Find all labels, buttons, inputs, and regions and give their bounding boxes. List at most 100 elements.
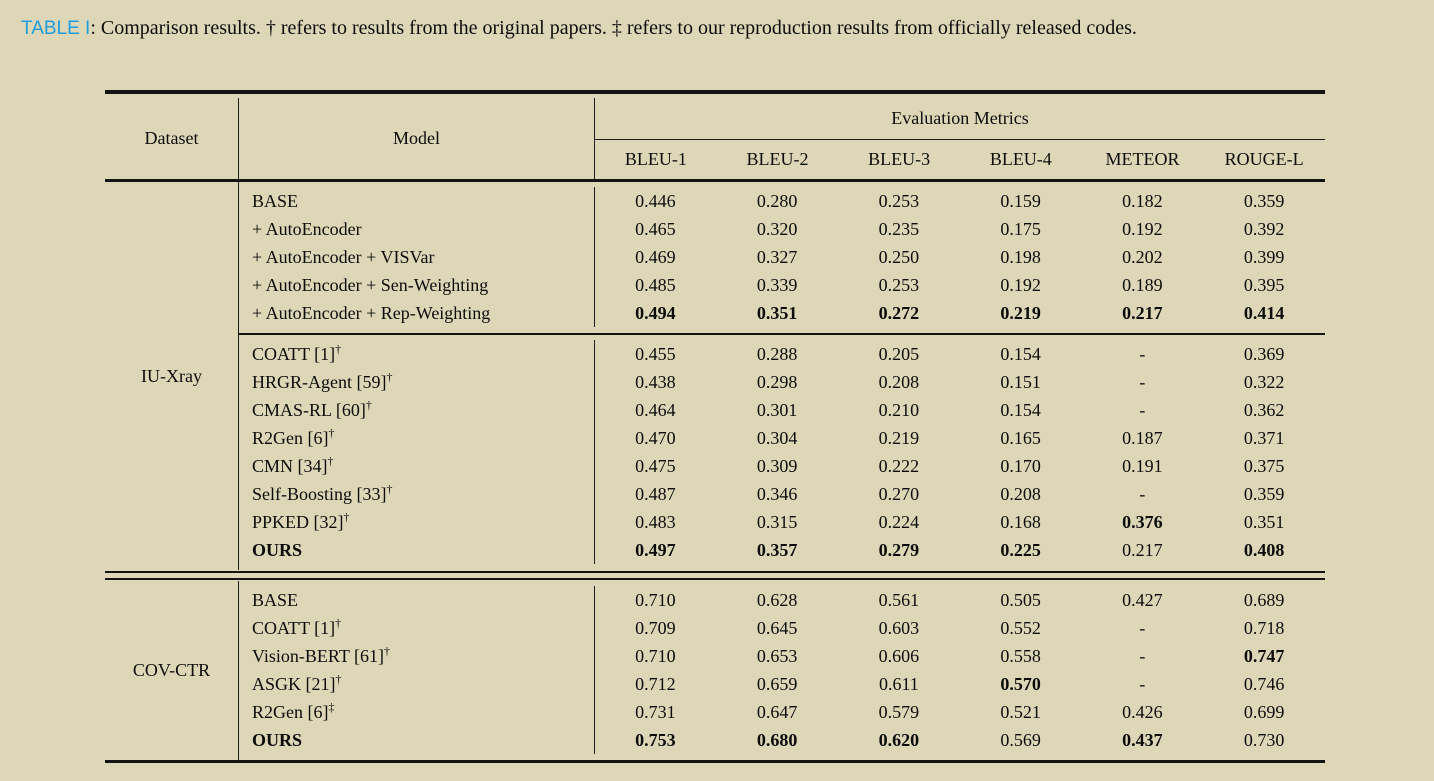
model-block: BASE 0.446 0.280 0.253 0.159 0.182 0.359 + Auto… (239, 182, 1325, 333)
column-header-dataset: Dataset (144, 128, 199, 148)
model-name-cell: OURS (239, 536, 595, 564)
table-row: CMN [34]† 0.475 0.309 0.222 0.170 0.191 0.375 (239, 452, 1325, 480)
metric-value-cell: 0.339 (756, 275, 798, 295)
metric-value-cell: 0.395 (1243, 275, 1285, 295)
metric-value-cell: 0.710 (635, 646, 676, 666)
metric-value-cell: 0.376 (1122, 512, 1163, 532)
metric-value-cell: 0.189 (1122, 275, 1163, 295)
metric-value-cell: 0.647 (756, 702, 798, 722)
metric-value-cell: 0.620 (878, 730, 920, 750)
metric-value-cell: 0.746 (1243, 674, 1285, 694)
table-row: OURS 0.497 0.357 0.279 0.225 0.217 0.408 (239, 536, 1325, 564)
metric-value-cell: 0.222 (878, 456, 920, 476)
model-name-cell: + AutoEncoder + Rep-Weighting (239, 299, 595, 327)
metric-value-cell: 0.208 (878, 372, 920, 392)
dagger-superscript: † (386, 370, 393, 384)
metric-value-cell: 0.470 (635, 428, 676, 448)
column-header-evaluation-metrics: Evaluation Metrics (595, 98, 1325, 140)
metric-value-cell: 0.253 (878, 275, 920, 295)
metric-value-cell: 0.718 (1243, 618, 1285, 638)
table-row: COATT [1]† 0.709 0.645 0.603 0.552 - 0.718 (239, 614, 1325, 642)
model-name-cell: R2Gen [6]† (239, 424, 595, 452)
metric-value-cell: 0.485 (635, 275, 676, 295)
metric-value-cell: 0.225 (1000, 540, 1041, 560)
metric-value-cell: 0.730 (1243, 730, 1285, 750)
metric-value-cell: 0.712 (635, 674, 676, 694)
table-row: ASGK [21]† 0.712 0.659 0.611 0.570 - 0.746 (239, 670, 1325, 698)
metric-value-cell: 0.351 (1243, 512, 1285, 532)
metric-value-cell: 0.689 (1243, 590, 1285, 610)
metric-value-cell: 0.357 (756, 540, 798, 560)
table-row: + AutoEncoder + Sen-Weighting 0.485 0.339 0… (239, 271, 1325, 299)
model-name-cell: OURS (239, 726, 595, 754)
metric-value-cell: 0.659 (756, 674, 798, 694)
model-name-cell: CMAS-RL [60]† (239, 396, 595, 424)
column-header-bleu-3: BLEU-3 (868, 149, 931, 169)
metric-value-cell: 0.192 (1000, 275, 1041, 295)
model-block: COATT [1]† 0.455 0.288 0.205 0.154 - 0.369 HRGR… (239, 335, 1325, 570)
metric-value-cell: 0.487 (635, 484, 676, 504)
metric-value-cell: 0.362 (1243, 400, 1285, 420)
table-caption-text: : Comparison results. † refers to result… (90, 17, 1137, 39)
dagger-superscript: † (384, 644, 391, 658)
metric-value-cell: 0.309 (756, 456, 798, 476)
metric-value-cell: - (1139, 674, 1146, 694)
metric-value-cell: 0.747 (1243, 646, 1285, 666)
table-row: + AutoEncoder + Rep-Weighting 0.494 0.351 0… (239, 299, 1325, 327)
metric-value-cell: 0.191 (1122, 456, 1163, 476)
metric-value-cell: 0.731 (635, 702, 676, 722)
table-row: Vision-BERT [61]† 0.710 0.653 0.606 0.558 - 0.… (239, 642, 1325, 670)
dagger-superscript: † (335, 672, 342, 686)
metric-value-cell: 0.210 (878, 400, 920, 420)
table-row: COATT [1]† 0.455 0.288 0.205 0.154 - 0.369 (239, 340, 1325, 368)
metric-value-cell: 0.250 (878, 247, 920, 267)
metric-value-cell: 0.154 (1000, 400, 1041, 420)
metric-value-cell: 0.653 (756, 646, 798, 666)
metric-value-cell: 0.182 (1122, 191, 1163, 211)
metric-value-cell: 0.359 (1243, 191, 1285, 211)
dagger-superscript: † (343, 510, 350, 524)
table-row: OURS 0.753 0.680 0.620 0.569 0.437 0.730 (239, 726, 1325, 754)
metric-value-cell: 0.279 (878, 540, 920, 560)
metric-value-cell: 0.465 (635, 219, 676, 239)
dataset-label: IU-Xray (141, 365, 202, 386)
table-row: Self-Boosting [33]† 0.487 0.346 0.270 0.208 -… (239, 480, 1325, 508)
column-header-bleu-1: BLEU-1 (624, 149, 687, 169)
column-header-rouge-l: ROUGE-L (1224, 149, 1304, 169)
metric-value-cell: 0.552 (1000, 618, 1041, 638)
metric-value-cell: 0.558 (1000, 646, 1041, 666)
metric-value-cell: 0.438 (635, 372, 676, 392)
metric-value-cell: - (1139, 400, 1146, 420)
column-header-bleu-2: BLEU-2 (746, 149, 809, 169)
model-name-cell: CMN [34]† (239, 452, 595, 480)
metric-value-cell: 0.414 (1243, 303, 1285, 323)
metric-value-cell: 0.253 (878, 191, 920, 211)
model-block: BASE 0.710 0.628 0.561 0.505 0.427 0.689 COATT … (239, 581, 1325, 760)
metric-value-cell: 0.426 (1122, 702, 1163, 722)
dagger-superscript: † (328, 426, 335, 440)
metric-value-cell: 0.753 (635, 730, 676, 750)
metric-value-cell: 0.272 (878, 303, 920, 323)
model-name-cell: COATT [1]† (239, 340, 595, 368)
table-row: BASE 0.710 0.628 0.561 0.505 0.427 0.689 (239, 586, 1325, 614)
metric-value-cell: 0.304 (756, 428, 798, 448)
model-name-cell: BASE (239, 187, 595, 215)
metric-value-cell: 0.198 (1000, 247, 1041, 267)
table-row: R2Gen [6]† 0.470 0.304 0.219 0.165 0.187 0.371 (239, 424, 1325, 452)
table-row: BASE 0.446 0.280 0.253 0.159 0.182 0.359 (239, 187, 1325, 215)
metric-value-cell: 0.570 (1000, 674, 1041, 694)
metric-value-cell: 0.427 (1122, 590, 1163, 610)
table-row: PPKED [32]† 0.483 0.315 0.224 0.168 0.376 0.35… (239, 508, 1325, 536)
metric-value-cell: 0.569 (1000, 730, 1041, 750)
comparison-results-table: Dataset Model Evaluation Metrics BLEU-1 … (105, 90, 1325, 763)
metric-value-cell: - (1139, 372, 1146, 392)
model-name-cell: Vision-BERT [61]† (239, 642, 595, 670)
metric-value-cell: 0.475 (635, 456, 676, 476)
metric-value-cell: 0.320 (756, 219, 798, 239)
metric-value-cell: 0.219 (878, 428, 920, 448)
metric-value-cell: 0.505 (1000, 590, 1041, 610)
column-header-model: Model (238, 98, 595, 179)
metric-value-cell: 0.497 (635, 540, 676, 560)
metric-value-cell: 0.217 (1122, 540, 1163, 560)
metric-value-cell: 0.208 (1000, 484, 1041, 504)
